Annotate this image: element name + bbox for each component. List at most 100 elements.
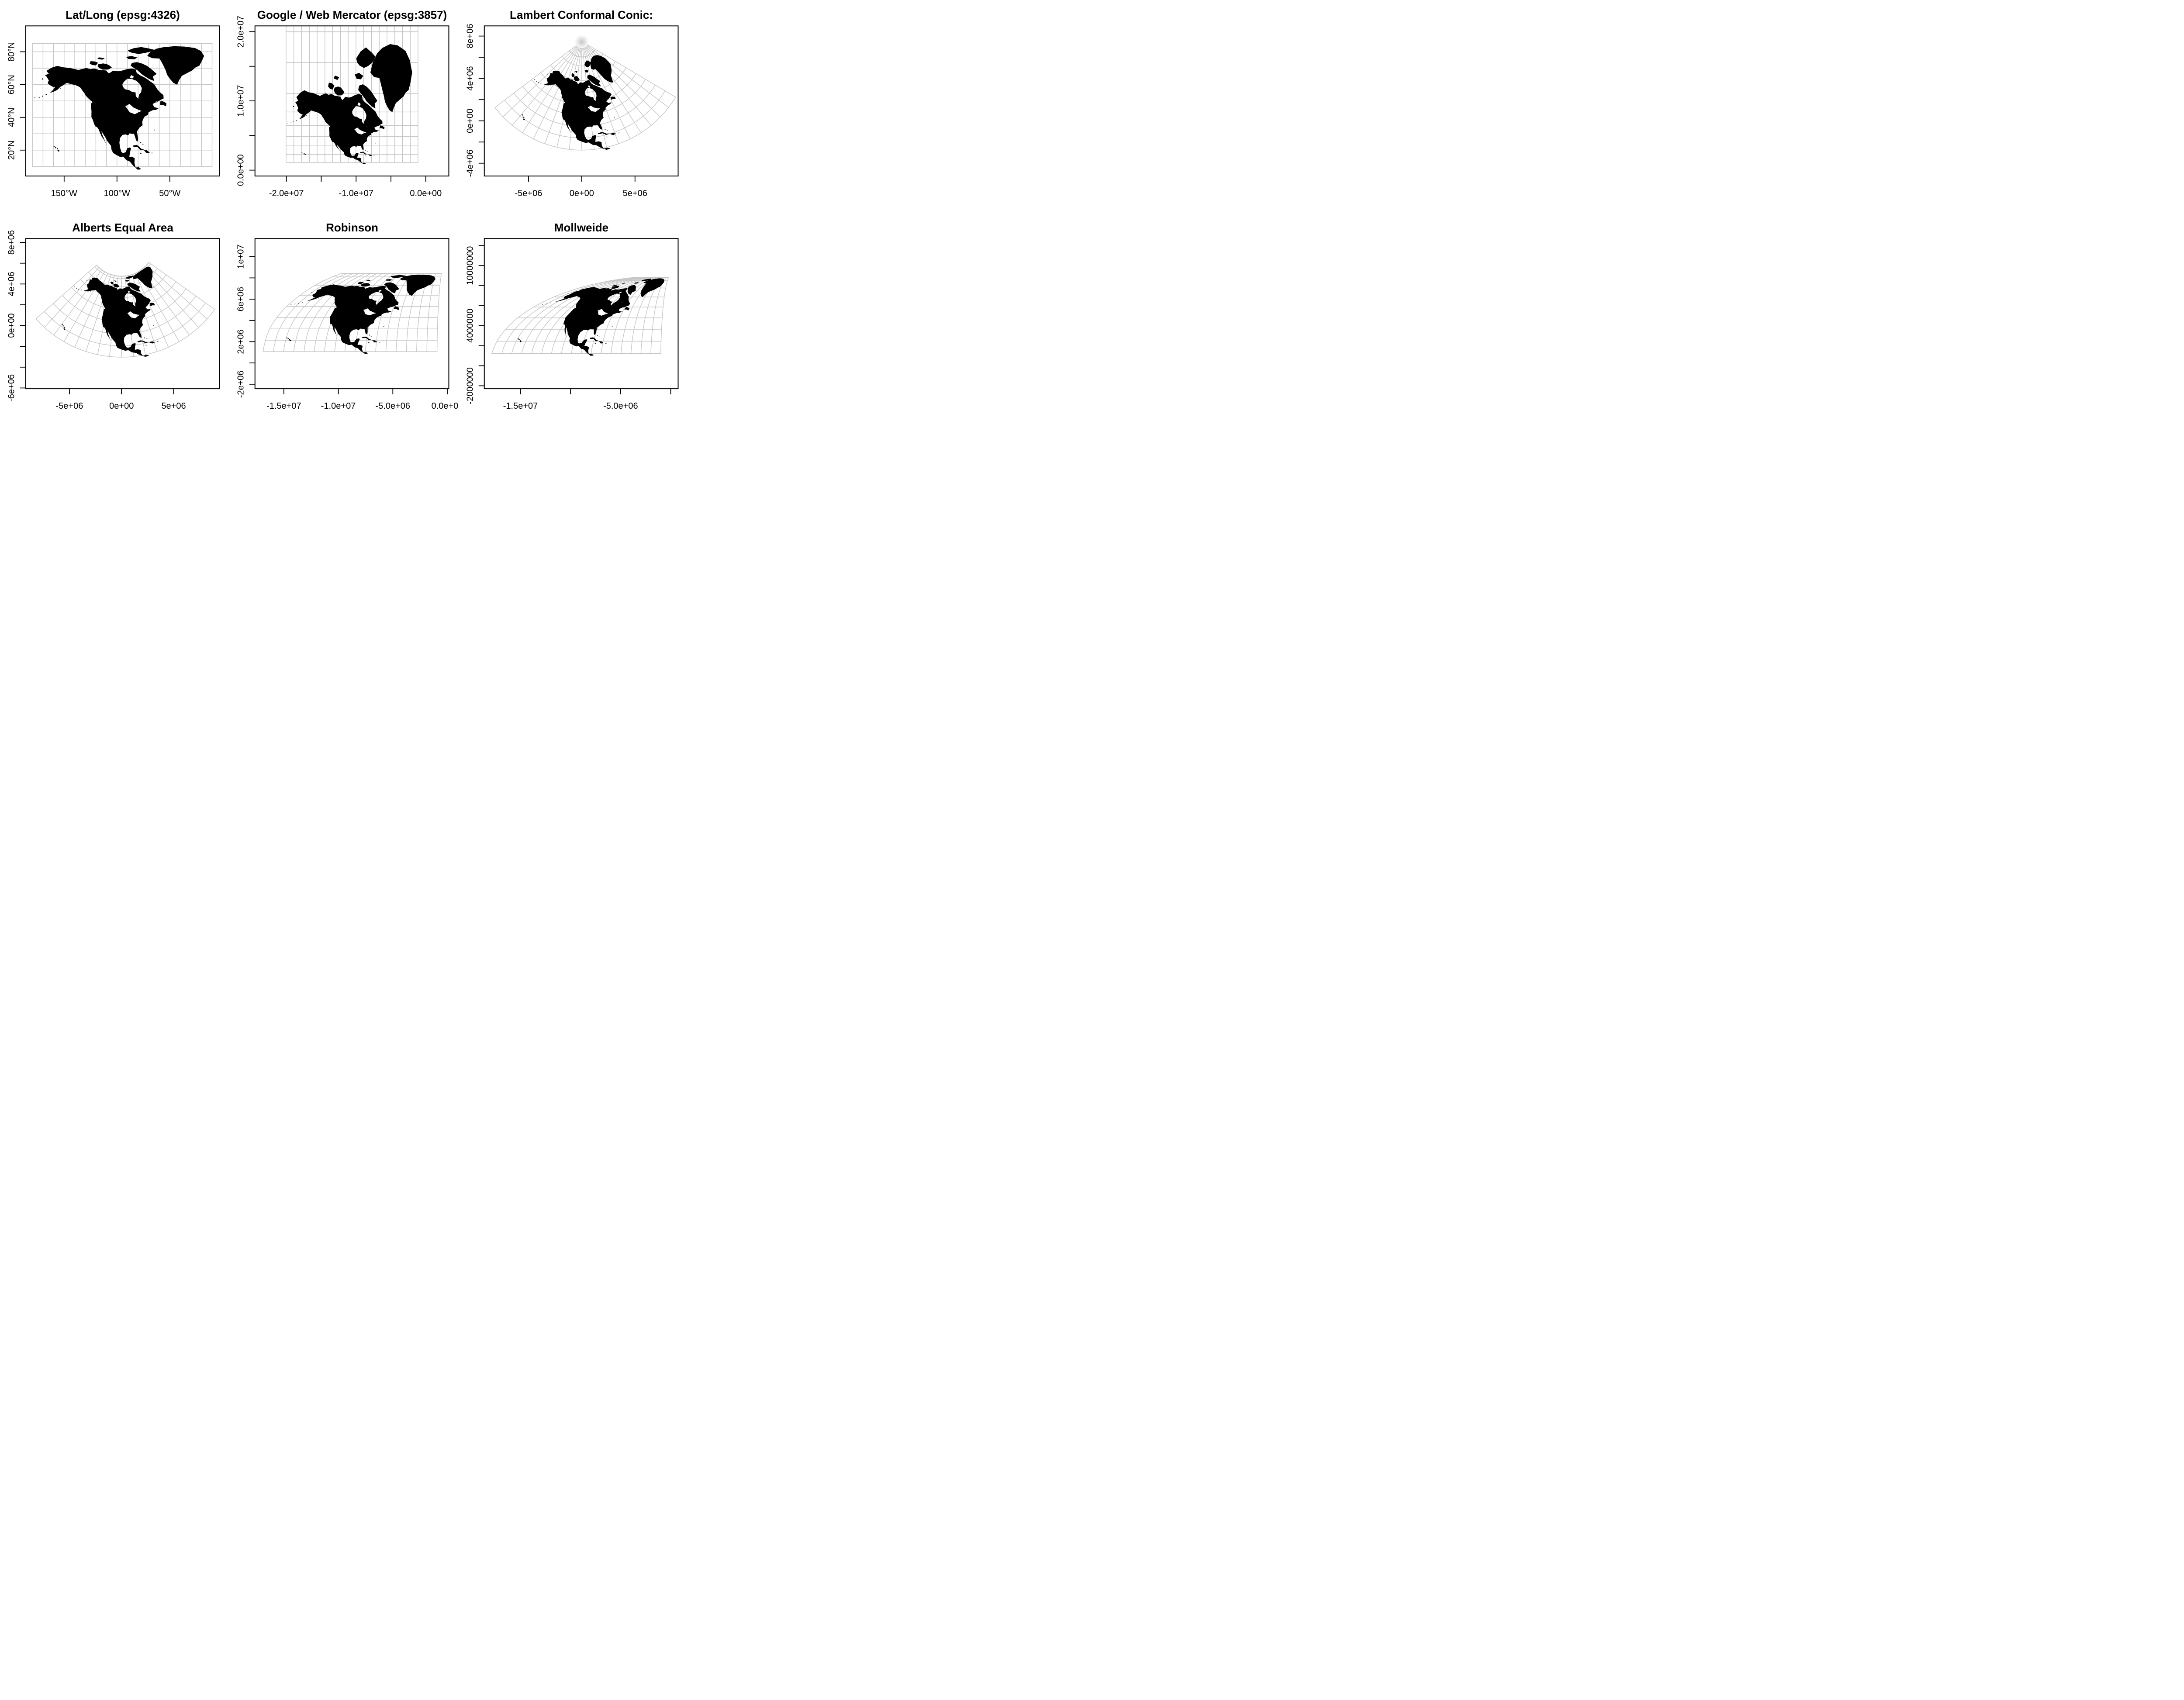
y-tick-label: 2.0e+07 bbox=[236, 16, 246, 48]
y-tick-label: 2e+06 bbox=[236, 329, 246, 354]
meridian-line bbox=[304, 273, 366, 352]
meridian-line bbox=[273, 273, 348, 352]
north-america-silhouette bbox=[287, 44, 412, 164]
y-tick-label: 1.0e+07 bbox=[236, 85, 246, 117]
meridian-line bbox=[44, 267, 100, 328]
y-tick-label: 1e+07 bbox=[236, 244, 246, 269]
meridian-line bbox=[533, 47, 579, 139]
x-tick-label: -1.5e+07 bbox=[266, 401, 301, 411]
y-tick-label: 40°N bbox=[7, 107, 17, 127]
x-tick-label: -1.0e+07 bbox=[339, 189, 373, 198]
x-tick-label: -5.0e+06 bbox=[603, 401, 638, 411]
panel-robinson: Robinson -1.5e+07 -1.0e+07 -5.0e+06 0.0e+00… bbox=[229, 213, 459, 425]
x-tick-label: -5e+06 bbox=[515, 189, 543, 198]
y-tick-label: -2e+06 bbox=[236, 370, 246, 398]
x-tick-label: 150°W bbox=[51, 189, 77, 198]
axes: -1.5e+07 -1.0e+07 -5.0e+06 0.0e+00 -2e+06 2e+… bbox=[236, 238, 459, 411]
x-tick-label: 5e+06 bbox=[161, 401, 186, 411]
meridian-line bbox=[293, 273, 359, 352]
x-tick-label: 0.0e+00 bbox=[410, 189, 442, 198]
meridian-line bbox=[63, 271, 105, 342]
meridian-line bbox=[283, 273, 354, 352]
y-tick-label: 4000000 bbox=[466, 308, 475, 342]
panel-latlong-epsg4326: Lat/Long (epsg:4326) 150°W 100°W 50°W 20°N 4… bbox=[0, 0, 229, 213]
meridian-line bbox=[148, 262, 215, 310]
y-tick-label: 0e+00 bbox=[7, 313, 17, 338]
y-tick-label: 10000000 bbox=[466, 246, 475, 285]
meridian-line bbox=[581, 277, 653, 354]
meridian-line bbox=[512, 46, 578, 126]
plot-box bbox=[484, 238, 679, 389]
axes: -2.0e+07 -1.0e+07 0.0e+00 0.0e+00 1.0e+07 2.0… bbox=[236, 16, 449, 198]
panel-title-web-mercator: Google / Web Mercator (epsg:3857) bbox=[257, 8, 447, 21]
parallel-line bbox=[96, 262, 149, 277]
y-tick-label: 0.0e+00 bbox=[236, 154, 246, 186]
meridian-line bbox=[263, 273, 342, 352]
y-tick-label: 8e+06 bbox=[466, 24, 475, 48]
meridian-line bbox=[124, 275, 134, 357]
panel-lambert-conformal-conic: Lambert Conformal Conic: -5e+06 0e+00 5e+0… bbox=[459, 0, 688, 213]
meridian-line bbox=[503, 46, 577, 117]
meridian-line bbox=[522, 47, 578, 133]
panel-title-albers: Alberts Equal Area bbox=[72, 221, 173, 234]
meridian-line bbox=[35, 264, 97, 319]
y-tick-label: 4e+06 bbox=[466, 66, 475, 91]
north-america-silhouette bbox=[286, 274, 436, 354]
plot-box bbox=[484, 25, 679, 177]
x-tick-label: 50°W bbox=[159, 189, 180, 198]
meridian-line bbox=[53, 269, 102, 335]
meridian-line bbox=[135, 272, 169, 348]
panel-title-latlong: Lat/Long (epsg:4326) bbox=[66, 8, 180, 21]
meridian-line bbox=[611, 277, 659, 354]
projection-figure: Lat/Long (epsg:4326) 150°W 100°W 50°W 20°N 4… bbox=[0, 0, 688, 425]
panel-web-mercator-epsg3857: Google / Web Mercator (epsg:3857) -2.0e+… bbox=[229, 0, 459, 213]
meridian-line bbox=[146, 264, 207, 319]
north-america-silhouette bbox=[522, 55, 620, 150]
meridian-line bbox=[355, 273, 395, 352]
parallel-line bbox=[494, 97, 676, 151]
meridian-line bbox=[587, 45, 676, 98]
x-tick-label: 0.0e+00 bbox=[432, 401, 459, 411]
panel-albers-equal-area: Alberts Equal Area -5e+06 0e+00 5e+06 -6e+0… bbox=[0, 213, 229, 425]
x-tick-label: -1.5e+07 bbox=[503, 401, 538, 411]
axes: -1.5e+07 -5.0e+06 -2000000 4000000 10000000 bbox=[466, 238, 679, 411]
plot-box bbox=[254, 238, 449, 389]
y-tick-label: 20°N bbox=[7, 140, 17, 160]
axes: -5e+06 0e+00 5e+06 -4e+06 0e+00 4e+06 8e+06 bbox=[466, 24, 679, 198]
y-tick-label: 4e+06 bbox=[7, 272, 17, 296]
meridian-line bbox=[426, 273, 436, 352]
y-tick-label: 0e+00 bbox=[466, 109, 475, 133]
y-tick-label: 8e+06 bbox=[7, 230, 17, 255]
panel-title-robinson: Robinson bbox=[326, 221, 378, 234]
y-tick-label: -6e+06 bbox=[7, 374, 17, 402]
map-plot-mollweide: -1.5e+07 -5.0e+06 -2000000 4000000 10000000 bbox=[466, 238, 679, 411]
map-plot-albers: -5e+06 0e+00 5e+06 -6e+06 0e+00 4e+06 8e+06 bbox=[7, 230, 220, 411]
map-plot-latlong: 150°W 100°W 50°W 20°N 40°N 60°N 80°N bbox=[7, 25, 220, 198]
north-america-silhouette bbox=[34, 46, 204, 170]
parallel-line bbox=[35, 309, 215, 358]
y-tick-label: -4e+06 bbox=[466, 149, 475, 177]
x-tick-label: 100°W bbox=[104, 189, 130, 198]
panel-mollweide: Mollweide -1.5e+07 -5.0e+06 -2000000 400000… bbox=[459, 213, 688, 425]
north-america-silhouette bbox=[517, 278, 664, 356]
axes: 150°W 100°W 50°W 20°N 40°N 60°N 80°N bbox=[7, 25, 220, 198]
meridian-line bbox=[501, 277, 636, 354]
panel-title-lambert: Lambert Conformal Conic: bbox=[510, 8, 653, 21]
plot-box bbox=[25, 238, 220, 389]
north-america-silhouette bbox=[62, 266, 159, 357]
graticule bbox=[263, 272, 442, 352]
map-plot-robinson: -1.5e+07 -1.0e+07 -5.0e+06 0.0e+00 -2e+06 2e+… bbox=[236, 238, 459, 411]
y-tick-label: 60°N bbox=[7, 75, 17, 94]
meridian-line bbox=[541, 277, 644, 354]
panel-title-mollweide: Mollweide bbox=[554, 221, 609, 234]
parallel-line bbox=[504, 90, 666, 138]
x-tick-label: -5e+06 bbox=[56, 401, 83, 411]
meridian-line bbox=[660, 277, 669, 354]
x-tick-label: -5.0e+06 bbox=[376, 401, 411, 411]
meridian-line bbox=[385, 273, 412, 352]
x-tick-label: -1.0e+07 bbox=[321, 401, 356, 411]
x-tick-label: 0e+00 bbox=[109, 401, 134, 411]
meridian-line bbox=[521, 277, 640, 354]
axes: -5e+06 0e+00 5e+06 -6e+06 0e+00 4e+06 8e+06 bbox=[7, 230, 220, 411]
meridian-line bbox=[491, 277, 634, 354]
